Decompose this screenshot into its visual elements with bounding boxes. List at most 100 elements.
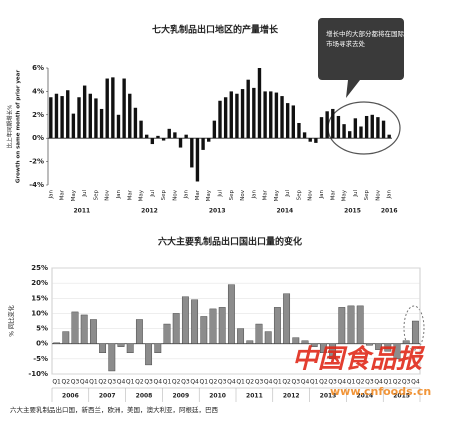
x-tick-label: Q1 [236,379,245,386]
bar [338,307,346,344]
y-tick-label: 5% [36,325,48,333]
x-tick-label: Q3 [218,379,227,386]
group-label: 2016 [381,208,398,215]
x-tick-label: May [206,189,212,201]
bar [111,77,115,139]
y-tick-label: 25% [31,264,48,272]
group-label: 2007 [99,393,116,400]
x-tick-label: Jul [353,190,359,198]
bar [269,91,273,139]
group-label: 2013 [209,208,226,215]
bar [411,320,419,344]
group-label: 2006 [62,393,79,400]
bar [181,296,189,344]
x-tick-label: Sep [93,190,99,201]
x-tick-label: Q4 [117,379,126,386]
bar [319,343,327,354]
bar [71,113,76,139]
chart-title: 六大主要乳制品出口国出口量的变化 [158,236,302,248]
bar [376,117,380,139]
x-tick-label: Sep [296,190,302,201]
bar [122,78,126,139]
bar [229,91,233,139]
bar [381,120,386,139]
bar [246,340,254,344]
group-label: 2012 [141,208,158,215]
x-tick-label: Q1 [163,379,172,386]
group-label: 2010 [209,393,226,400]
x-tick-label: May [71,189,77,201]
x-tick-label: Q4 [80,379,89,386]
bar [319,117,324,139]
x-tick-label: Nov [375,189,381,200]
x-tick-label: May [274,189,280,201]
x-tick-label: Q4 [264,379,273,386]
bar [384,343,392,352]
x-tick-label: May [342,189,348,201]
chart-title: 七大乳制品出口地区的产量增长 [152,24,279,36]
bar [126,343,134,354]
callout-text: 市场寻求去处 [326,39,366,48]
bar [117,343,125,347]
x-tick-label: Q2 [62,379,71,386]
x-tick-label: Q4 [227,379,236,386]
bar [365,343,373,346]
x-tick-label: Q1 [126,379,135,386]
x-tick-label: Jan [48,189,54,199]
bar [191,299,199,344]
watermark-url: www.cnfoods.cn [330,385,431,398]
bar [255,323,263,344]
bar [173,132,177,139]
bar [314,138,318,143]
callout-text: 增长中的大部分都将在国际 [326,29,405,38]
x-tick-label: Q1 [52,379,61,386]
bar [144,134,149,139]
bar [393,343,401,360]
x-tick-label: Nov [105,189,111,200]
x-tick-label: Q4 [411,379,420,386]
x-tick-label: Q1 [384,379,393,386]
bar [331,108,335,139]
bar [80,314,88,344]
bar [347,305,355,344]
bar [207,138,211,142]
x-tick-label: Mar [127,189,133,200]
x-tick-label: Q3 [181,379,190,386]
bar [297,122,301,139]
group-label: 2011 [246,393,263,400]
bar [82,85,87,139]
bar [190,138,194,168]
bar [387,134,391,139]
bar [356,305,364,344]
y-tick-label: 4% [32,87,44,95]
x-tick-label: Q1 [200,379,209,386]
bar [325,111,329,139]
bar [88,93,92,139]
x-tick-label: Q2 [209,379,218,386]
y-tick-label: -5% [33,355,48,363]
bar [94,98,98,139]
bar [77,97,81,139]
x-tick-label: Q3 [292,379,301,386]
bar [353,118,358,139]
group-label: 2008 [136,393,153,400]
y-tick-label: 15% [31,294,48,302]
x-tick-label: Q4 [374,379,383,386]
bar [154,343,162,354]
bar [60,96,64,139]
x-tick-label: Jan [319,189,325,199]
bar [274,92,279,139]
bar [133,107,138,139]
bar [264,331,272,344]
bar [200,316,208,344]
group-label: 2014 [356,393,373,400]
bar [402,340,410,344]
bar [227,284,235,344]
bar [342,124,346,139]
y-tick-label: 20% [31,279,48,287]
x-tick-label: Q2 [135,379,144,386]
bar [348,131,352,139]
group-label: 2014 [277,208,294,215]
bar [49,97,53,139]
bar [128,93,132,139]
